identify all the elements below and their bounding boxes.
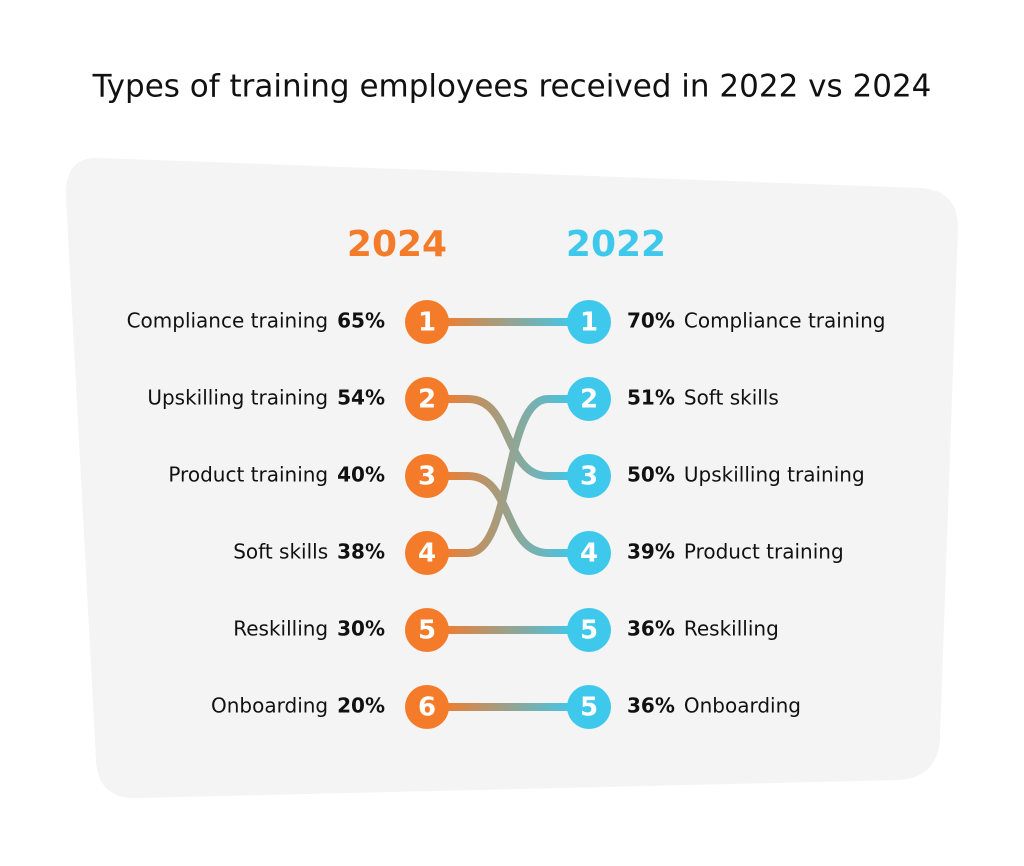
category-label: Reskilling xyxy=(684,617,779,641)
rank-label: 2 xyxy=(580,385,598,415)
value-label: 65% xyxy=(337,309,385,333)
category-label: Compliance training xyxy=(127,309,329,333)
chart-title: Types of training employees received in … xyxy=(92,69,932,105)
value-label: 36% xyxy=(627,694,675,718)
rank-circle xyxy=(405,300,449,344)
rank-circle xyxy=(405,608,449,652)
value-label: 38% xyxy=(337,540,385,564)
rank-label: 4 xyxy=(580,539,598,569)
rank-label: 5 xyxy=(418,616,436,646)
category-label: Upskilling training xyxy=(684,463,865,487)
value-label: 36% xyxy=(627,617,675,641)
value-label: 50% xyxy=(627,463,675,487)
connector xyxy=(427,395,589,480)
value-label: 40% xyxy=(337,463,385,487)
category-label: Compliance training xyxy=(684,309,886,333)
category-label: Upskilling training xyxy=(147,386,328,410)
connector xyxy=(427,472,589,557)
value-label: 30% xyxy=(337,617,385,641)
connector xyxy=(427,395,589,557)
value-label: 20% xyxy=(337,694,385,718)
rank-circle xyxy=(405,377,449,421)
category-label: Soft skills xyxy=(684,386,779,410)
rank-circle xyxy=(567,685,611,729)
value-label: 70% xyxy=(627,309,675,333)
series-header: 2024 xyxy=(347,224,447,265)
category-label: Soft skills xyxy=(233,540,328,564)
rank-label: 1 xyxy=(580,308,598,338)
rank-circle xyxy=(567,377,611,421)
rank-label: 3 xyxy=(418,462,436,492)
value-label: 51% xyxy=(627,386,675,410)
rank-label: 2 xyxy=(418,385,436,415)
rank-circle xyxy=(405,454,449,498)
category-label: Product training xyxy=(684,540,844,564)
rank-label: 5 xyxy=(580,693,598,723)
rank-circle xyxy=(567,454,611,498)
category-label: Onboarding xyxy=(684,694,801,718)
rank-circle xyxy=(567,300,611,344)
value-label: 54% xyxy=(337,386,385,410)
rank-label: 6 xyxy=(418,693,436,723)
rank-circle xyxy=(567,608,611,652)
rank-label: 1 xyxy=(418,308,436,338)
rank-circle xyxy=(567,531,611,575)
rank-label: 4 xyxy=(418,539,436,569)
rank-circle xyxy=(405,685,449,729)
card xyxy=(65,157,959,799)
rank-label: 5 xyxy=(580,616,598,646)
connectors xyxy=(427,318,589,711)
rank-label: 3 xyxy=(580,462,598,492)
value-label: 39% xyxy=(627,540,675,564)
series-header: 2022 xyxy=(566,224,666,265)
rank-circle xyxy=(405,531,449,575)
category-label: Reskilling xyxy=(233,617,328,641)
category-label: Product training xyxy=(168,463,328,487)
category-label: Onboarding xyxy=(211,694,328,718)
